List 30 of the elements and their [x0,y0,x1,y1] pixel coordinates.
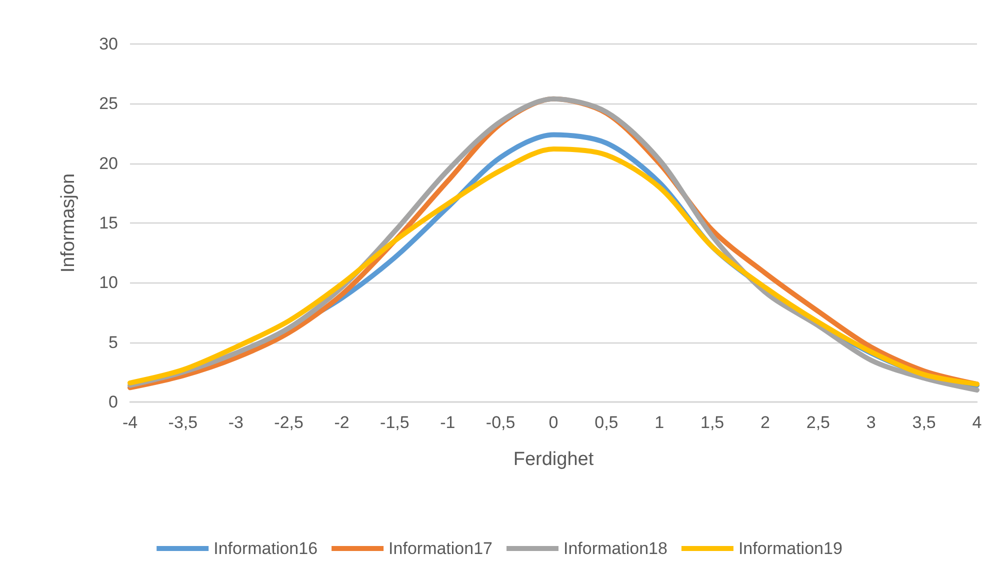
x-axis-title: Ferdighet [513,449,594,470]
legend-label: Information16 [214,539,318,558]
x-tick-label: 2,5 [806,413,830,432]
x-tick-label: -3 [228,413,244,432]
x-tick-label: 1,5 [700,413,724,432]
x-tick-label: -0,5 [486,413,516,432]
x-tick-label: -4 [122,413,138,432]
x-tick-label: 0,5 [594,413,618,432]
x-tick-label: -2 [334,413,350,432]
x-tick-label: 3,5 [912,413,936,432]
legend-label: Information18 [564,539,668,558]
y-tick-label: 25 [99,94,118,114]
legend-label: Information17 [388,539,492,558]
y-tick-label: 20 [99,154,118,173]
x-tick-label: 1 [654,413,664,432]
x-tick-label: -1,5 [380,413,410,432]
x-tick-label: 4 [972,413,982,432]
y-tick-label: 10 [99,273,118,292]
legend-label: Information19 [738,539,842,558]
x-tick-label: -3,5 [168,413,198,432]
x-tick-label: 2 [760,413,770,432]
y-axis-title: Informasjon [58,173,79,273]
y-tick-label: 15 [99,214,118,232]
y-tick-label: 30 [99,34,118,54]
x-tick-label: -2,5 [274,413,304,432]
x-tick-label: 0 [548,413,558,432]
x-tick-label: 3 [866,413,876,432]
y-tick-label: 5 [108,332,118,352]
y-tick-label: 0 [108,392,118,412]
x-tick-label: -1 [440,413,456,432]
